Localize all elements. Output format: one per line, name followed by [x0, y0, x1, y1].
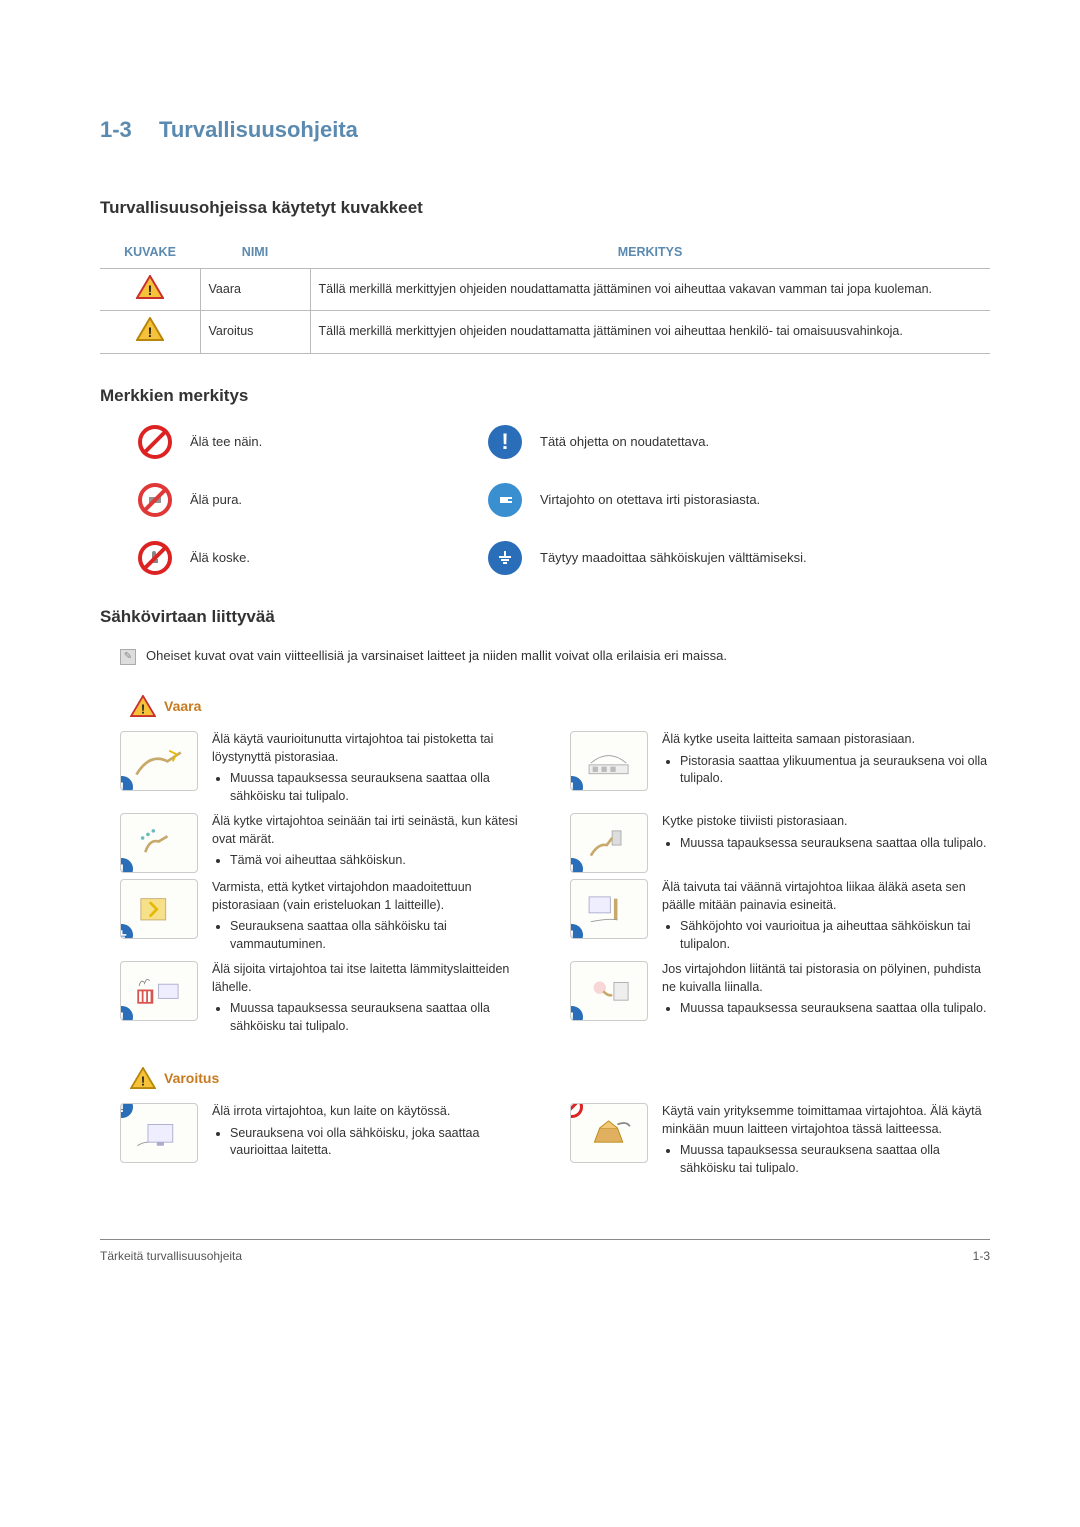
item-bullet: Sähköjohto voi vaurioitua ja aiheuttaa s… [680, 918, 990, 953]
unplug-icon [470, 483, 540, 517]
prohibit-icon [120, 425, 190, 459]
item-bullet: Muussa tapauksessa seurauksena saattaa o… [680, 835, 990, 853]
list-item: ! Älä taivuta tai väännä virtajohtoa lii… [570, 879, 990, 955]
caution-label: Varoitus [164, 1069, 219, 1089]
item-bullet: Seurauksena saattaa olla sähköisku tai v… [230, 918, 540, 953]
caution-items: ! Älä irrota virtajohtoa, kun laite on k… [120, 1103, 990, 1179]
info-badge-icon: ! [120, 1006, 133, 1021]
list-item: Käytä vain yrityksemme toimittamaa virta… [570, 1103, 990, 1179]
item-bullet: Muussa tapauksessa seurauksena saattaa o… [230, 1000, 540, 1035]
item-bullet: Tämä voi aiheuttaa sähköiskun. [230, 852, 540, 870]
info-badge-icon: ! [570, 1006, 583, 1021]
meaning-text: Älä pura. [190, 491, 470, 509]
row-name: Vaara [200, 268, 310, 311]
svg-text:!: ! [141, 702, 145, 717]
meaning-text: Älä tee näin. [190, 433, 470, 451]
row-meaning: Tällä merkillä merkittyjen ohjeiden noud… [310, 268, 990, 311]
list-item: ! Älä kytke useita laitteita samaan pist… [570, 731, 990, 807]
danger-triangle-icon: ! [136, 275, 164, 305]
list-item: ! Älä sijoita virtajohtoa tai itse laite… [120, 961, 540, 1037]
no-disassemble-icon [120, 483, 190, 517]
info-badge-icon: ! [120, 776, 133, 791]
info-badge-icon: ! [120, 858, 133, 873]
section-number: 1-3 [100, 117, 132, 142]
prohibit-badge-icon [570, 1103, 583, 1118]
list-item: ! Älä irrota virtajohtoa, kun laite on k… [120, 1103, 540, 1179]
item-lead: Käytä vain yrityksemme toimittamaa virta… [662, 1103, 990, 1138]
item-lead: Varmista, että kytket virtajohdon maadoi… [212, 879, 540, 914]
note-icon: ✎ [120, 649, 136, 665]
meanings-heading: Merkkien merkitys [100, 384, 990, 408]
list-item: ! Älä käytä vaurioitunutta virtajohtoa t… [120, 731, 540, 807]
icons-heading: Turvallisuusohjeissa käytetyt kuvakkeet [100, 196, 990, 220]
list-item: ! Jos virtajohdon liitäntä tai pistorasi… [570, 961, 990, 1037]
item-lead: Älä sijoita virtajohtoa tai itse laitett… [212, 961, 540, 996]
svg-text:!: ! [141, 1074, 145, 1089]
info-badge-icon: ! [570, 924, 583, 939]
item-lead: Älä irrota virtajohtoa, kun laite on käy… [212, 1103, 540, 1121]
info-badge-icon: ! [570, 858, 583, 873]
caution-triangle-icon: ! [136, 317, 164, 347]
meaning-text: Tätä ohjetta on noudatettava. [540, 433, 990, 451]
illustration-icon [570, 1103, 648, 1163]
section-title-text: Turvallisuusohjeita [159, 117, 358, 142]
list-item: ! Kytke pistoke tiiviisti pistorasiaan. … [570, 813, 990, 873]
item-lead: Älä taivuta tai väännä virtajohtoa liika… [662, 879, 990, 914]
list-item: ! Älä kytke virtajohtoa seinään tai irti… [120, 813, 540, 873]
item-lead: Älä käytä vaurioitunutta virtajohtoa tai… [212, 731, 540, 766]
info-badge-icon: ! [120, 1103, 133, 1118]
illustration-icon: ! [120, 1103, 198, 1163]
row-name: Varoitus [200, 311, 310, 354]
info-badge-icon: ! [570, 776, 583, 791]
item-bullet: Seurauksena voi olla sähköisku, joka saa… [230, 1125, 540, 1160]
item-bullet: Muussa tapauksessa seurauksena saattaa o… [680, 1000, 990, 1018]
item-bullet: Muussa tapauksessa seurauksena saattaa o… [680, 1142, 990, 1177]
item-lead: Älä kytke useita laitteita samaan pistor… [662, 731, 990, 749]
col-name: NIMI [200, 238, 310, 268]
illustration-icon: ! [570, 731, 648, 791]
footer-right: 1-3 [973, 1248, 990, 1265]
item-bullet: Pistorasia saattaa ylikuumentua ja seura… [680, 753, 990, 788]
ground-badge-icon [120, 924, 133, 939]
col-icon: KUVAKE [100, 238, 200, 268]
illustration-icon [120, 879, 198, 939]
danger-triangle-icon: ! [130, 695, 156, 717]
note-row: ✎ Oheiset kuvat ovat vain viitteellisiä … [120, 647, 990, 665]
danger-items: ! Älä käytä vaurioitunutta virtajohtoa t… [120, 731, 990, 1037]
caution-triangle-icon: ! [130, 1067, 156, 1089]
ground-icon [470, 541, 540, 575]
note-text: Oheiset kuvat ovat vain viitteellisiä ja… [146, 647, 727, 665]
no-touch-icon [120, 541, 190, 575]
illustration-icon: ! [570, 879, 648, 939]
danger-header: ! Vaara [130, 695, 990, 717]
item-lead: Kytke pistoke tiiviisti pistorasiaan. [662, 813, 990, 831]
item-lead: Älä kytke virtajohtoa seinään tai irti s… [212, 813, 540, 848]
item-lead: Jos virtajohdon liitäntä tai pistorasia … [662, 961, 990, 996]
illustration-icon: ! [120, 813, 198, 873]
illustration-icon: ! [570, 961, 648, 1021]
table-row: ! Varoitus Tällä merkillä merkittyjen oh… [100, 311, 990, 354]
meanings-grid: Älä tee näin. ! Tätä ohjetta on noudatet… [120, 425, 990, 575]
meaning-text: Täytyy maadoittaa sähköiskujen välttämis… [540, 549, 990, 567]
page-footer: Tärkeitä turvallisuusohjeita 1-3 [100, 1239, 990, 1265]
item-bullet: Muussa tapauksessa seurauksena saattaa o… [230, 770, 540, 805]
col-meaning: MERKITYS [310, 238, 990, 268]
illustration-icon: ! [120, 961, 198, 1021]
row-meaning: Tällä merkillä merkittyjen ohjeiden noud… [310, 311, 990, 354]
icons-table: KUVAKE NIMI MERKITYS ! Vaara Tällä merki… [100, 238, 990, 354]
danger-label: Vaara [164, 697, 201, 717]
caution-header: ! Varoitus [130, 1067, 990, 1089]
info-icon: ! [470, 425, 540, 459]
footer-left: Tärkeitä turvallisuusohjeita [100, 1248, 242, 1265]
list-item: Varmista, että kytket virtajohdon maadoi… [120, 879, 540, 955]
illustration-icon: ! [570, 813, 648, 873]
page-title: 1-3 Turvallisuusohjeita [100, 110, 990, 146]
svg-text:!: ! [147, 324, 152, 340]
illustration-icon: ! [120, 731, 198, 791]
meaning-text: Älä koske. [190, 549, 470, 567]
table-row: ! Vaara Tällä merkillä merkittyjen ohjei… [100, 268, 990, 311]
meaning-text: Virtajohto on otettava irti pistorasiast… [540, 491, 990, 509]
power-heading: Sähkövirtaan liittyvää [100, 605, 990, 629]
svg-text:!: ! [147, 282, 152, 298]
